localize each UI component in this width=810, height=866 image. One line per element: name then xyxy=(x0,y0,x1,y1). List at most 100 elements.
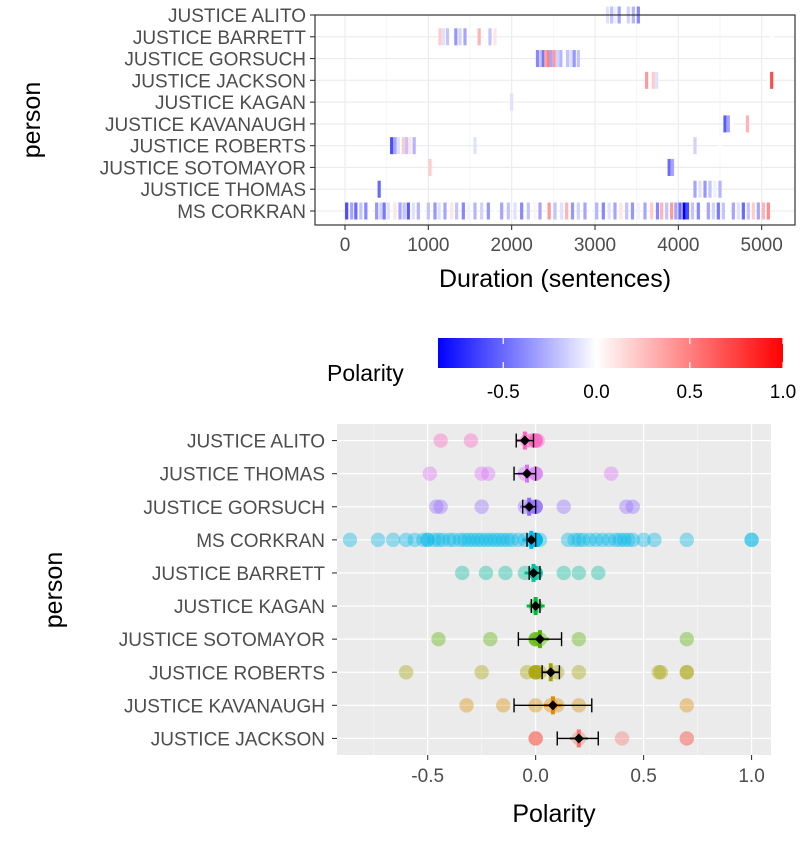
heatmap-segment-justice-gorsuch-1 xyxy=(539,50,543,68)
scatter-point-ms-corkran-25 xyxy=(504,532,520,548)
legend-colorbar xyxy=(438,338,783,368)
heatmap-segment-justice-roberts-7 xyxy=(473,137,477,155)
heatmap-segment-justice-roberts-0 xyxy=(390,137,394,155)
heatmap-segment-justice-thomas-5 xyxy=(713,180,717,198)
scatter-point-justice-barrett-0 xyxy=(455,565,470,581)
scatter-x-axis-title: Polarity xyxy=(512,800,596,828)
scatter-point-justice-roberts-12 xyxy=(679,665,694,680)
heatmap-segment-ms-corkran-64 xyxy=(701,202,705,220)
heatmap-segment-ms-corkran-13 xyxy=(406,202,410,220)
scatter-point-justice-sotomayor-6 xyxy=(571,631,587,647)
scatter-x-axis: -0.5 0.0 0.5 1.0 xyxy=(411,755,765,787)
scatter-point-justice-gorsuch-10 xyxy=(619,499,634,514)
heatmap-segment-ms-corkran-37 xyxy=(553,202,557,220)
heatmap-segment-ms-corkran-11 xyxy=(398,202,402,220)
heatmap-segment-ms-corkran-36 xyxy=(547,202,551,220)
heatmap-xlabel-1: 1000 xyxy=(407,235,449,256)
scatter-point-ms-corkran-7 xyxy=(420,532,435,548)
heatmap-segment-ms-corkran-0 xyxy=(345,202,349,220)
scatter-xlabel-0: -0.5 xyxy=(411,766,444,787)
scatter-ylabel-justice-kavanaugh: JUSTICE KAVANAUGH xyxy=(124,696,325,717)
scatter-point-justice-thomas-2 xyxy=(480,466,496,481)
heatmap-segment-justice-thomas-1 xyxy=(693,180,697,198)
summary-justice-thomas-mean-marker xyxy=(522,468,533,479)
heatmap-segment-justice-barrett-9 xyxy=(488,28,492,46)
summary-justice-gorsuch-mean-marker xyxy=(524,501,535,512)
heatmap-segment-ms-corkran-53 xyxy=(650,202,654,220)
heatmap-segment-ms-corkran-56 xyxy=(665,202,669,220)
heatmap-segment-justice-roberts-2 xyxy=(396,137,400,155)
summary-justice-sotomayor-mean-marker xyxy=(534,634,545,645)
heatmap-segment-justice-barrett-8 xyxy=(484,28,488,46)
heatmap-segment-ms-corkran-63 xyxy=(696,202,700,220)
scatter-point-ms-corkran-48 xyxy=(621,532,636,548)
heatmap-segment-ms-corkran-69 xyxy=(726,202,730,220)
heatmap-segment-justice-gorsuch-6 xyxy=(552,50,556,68)
heatmap-segment-ms-corkran-45 xyxy=(601,202,605,220)
scatter-point-ms-corkran-26 xyxy=(511,532,526,548)
heatmap-segment-ms-corkran-73 xyxy=(746,202,750,220)
heatmap-segment-ms-corkran-30 xyxy=(506,202,510,220)
heatmap-segment-justice-roberts-9 xyxy=(718,137,722,155)
scatter-y-axis-title: person xyxy=(40,552,68,628)
heatmap-segment-justice-barrett-7 xyxy=(477,28,481,46)
scatter-point-justice-thomas-0 xyxy=(422,466,438,481)
heatmap-xlabel-5: 5000 xyxy=(741,235,783,256)
scatter-point-justice-roberts-1 xyxy=(474,665,489,680)
heatmap-segment-ms-corkran-34 xyxy=(533,202,537,220)
scatter-point-justice-roberts-13 xyxy=(679,665,694,680)
heatmap-y-axis-title: person xyxy=(18,82,46,158)
heatmap-segment-ms-corkran-67 xyxy=(716,202,720,220)
heatmap-segment-justice-gorsuch-10 xyxy=(565,50,570,68)
scatter-point-ms-corkran-24 xyxy=(500,532,515,548)
heatmap-segment-justice-gorsuch-12 xyxy=(572,50,576,68)
scatter-point-ms-corkran-4 xyxy=(407,532,422,548)
heatmap-segment-ms-corkran-27 xyxy=(486,202,490,220)
legend-ticks: -0.5 0.0 0.5 1.0 xyxy=(487,338,796,403)
heatmap-segment-ms-corkran-6 xyxy=(375,202,379,220)
scatter-point-justice-alito-4 xyxy=(528,433,543,448)
scatter-point-ms-corkran-19 xyxy=(478,532,494,548)
heatmap-segment-justice-gorsuch-13 xyxy=(576,50,580,68)
scatter-point-ms-corkran-53 xyxy=(744,532,759,548)
scatter-point-ms-corkran-46 xyxy=(612,532,628,548)
heatmap-segment-justice-kavanaugh-0 xyxy=(723,115,727,133)
heatmap-segment-ms-corkran-24 xyxy=(466,202,470,220)
heatmap-segment-justice-roberts-6 xyxy=(412,137,416,155)
heatmap-segment-ms-corkran-75 xyxy=(756,202,760,220)
scatter-point-ms-corkran-2 xyxy=(385,532,401,548)
heatmap-segment-ms-corkran-62 xyxy=(690,202,695,220)
scatter-point-ms-corkran-6 xyxy=(420,532,435,548)
heatmap-segment-justice-gorsuch-7 xyxy=(555,50,560,68)
scatter-point-ms-corkran-12 xyxy=(446,532,461,548)
scatter-point-justice-jackson-2 xyxy=(528,731,543,746)
scatter-ylabel-justice-thomas: JUSTICE THOMAS xyxy=(160,465,325,486)
heatmap-segment-ms-corkran-22 xyxy=(455,202,459,220)
heatmap-segment-ms-corkran-12 xyxy=(402,202,406,220)
heatmap-segment-ms-corkran-33 xyxy=(526,202,530,220)
heatmap-plot-border xyxy=(314,14,796,226)
scatter-point-justice-roberts-7 xyxy=(532,665,548,680)
heatmap-xlabel-2: 2000 xyxy=(491,235,533,256)
heatmap-segment-justice-roberts-3 xyxy=(401,137,405,155)
heatmap-segment-ms-corkran-5 xyxy=(369,202,373,220)
heatmap-segment-ms-corkran-65 xyxy=(706,202,710,220)
scatter-point-justice-alito-1 xyxy=(463,433,479,448)
heatmap-segment-justice-barrett-10 xyxy=(493,28,497,46)
scatter-point-justice-jackson-4 xyxy=(614,731,630,746)
heatmap-segment-justice-gorsuch-0 xyxy=(535,50,540,68)
heatmap-segment-ms-corkran-32 xyxy=(520,202,524,220)
scatter-y-axis: JUSTICE ALITO JUSTICE THOMAS JUSTICE GORSU… xyxy=(119,432,337,750)
heatmap-segment-ms-corkran-44 xyxy=(595,202,599,220)
scatter-point-justice-roberts-5 xyxy=(528,665,543,680)
scatter-point-justice-kavanaugh-1 xyxy=(496,698,511,713)
scatter-point-ms-corkran-54 xyxy=(744,532,759,548)
scatter-points xyxy=(342,433,759,746)
scatter-point-justice-roberts-11 xyxy=(653,665,669,680)
heatmap-segment-ms-corkran-76 xyxy=(761,202,765,220)
scatter-point-justice-gorsuch-1 xyxy=(433,499,448,514)
heatmap-segment-ms-corkran-4 xyxy=(364,202,368,220)
scatter-point-ms-corkran-37 xyxy=(560,532,576,548)
heatmap-segment-justice-kavanaugh-2 xyxy=(730,115,734,133)
